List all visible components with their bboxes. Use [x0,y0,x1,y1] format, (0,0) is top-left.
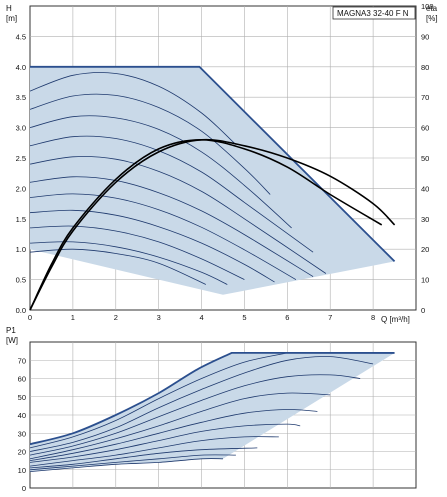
efficiency-curves [29,138,396,311]
x-tick-label: 3 [157,313,161,322]
product-label-box [332,6,416,20]
y2-tick-label: 50 [421,154,429,163]
y2-tick-label: 30 [421,215,429,224]
power-curve-11 [29,458,224,472]
y-tick-label: 60 [18,375,26,384]
y-tick-label: 4.0 [16,63,26,72]
y2-tick-label: 20 [421,245,429,254]
y2-tick-label: 0 [421,306,425,315]
power-curve-2 [29,352,288,449]
power-curve-9 [29,447,258,469]
head-curve-1 [29,72,237,145]
x-tick-label: 6 [285,313,289,322]
y-tick-label: 0.0 [16,306,26,315]
y-tick-label: 2.5 [16,154,26,163]
head-axis-bracket: [m] [6,14,17,23]
power-curve-6 [29,409,318,461]
y-tick-label: 70 [18,356,26,365]
product-label: MAGNA3 32-40 F N [337,9,409,18]
y-tick-label: 1.0 [16,245,26,254]
y2-tick-label: 100 [421,2,434,11]
head-curve-7 [29,193,297,280]
x-tick-label: 4 [199,313,203,322]
y-tick-label: 0.5 [16,276,26,285]
power-curves [29,352,374,472]
y-tick-label: 3.0 [16,124,26,133]
upper-x-ticks: 0 1 2 3 4 5 6 7 8 [28,313,375,322]
y-tick-label: 50 [18,393,26,402]
power-envelope-edge [29,351,395,446]
x-tick-label: 8 [371,313,375,322]
power-curve-4 [29,374,361,456]
eta-axis-label: eta [426,4,438,13]
power-axis-label: P1 [6,326,16,335]
y-tick-label: 10 [18,466,26,475]
power-axis-unit: [W] [6,336,18,345]
upper-y2-ticks: 0 10 20 30 40 50 60 70 80 90 100 [421,2,434,315]
y-tick-label: 1.5 [16,215,26,224]
y-tick-label: 20 [18,448,26,457]
y2-tick-label: 90 [421,32,429,41]
power-curve-10 [29,454,236,471]
y-tick-label: 0 [22,484,26,493]
x-axis-label: Q [m³/h] [381,315,410,324]
head-curve-10 [29,241,228,285]
lower-panel: 0 10 20 30 40 50 60 70 P1 [W] [6,326,417,493]
power-curve-5 [29,392,331,460]
y2-tick-label: 80 [421,63,429,72]
head-curve-2 [29,93,271,195]
power-curve-3 [29,356,374,452]
head-curves [29,72,327,285]
y-tick-label: 30 [18,429,26,438]
y-tick-label: 4.5 [16,32,26,41]
head-curve-9 [29,225,245,280]
y-tick-label: 2.0 [16,184,26,193]
head-curve-4 [29,135,314,253]
operating-envelope [30,66,395,295]
y2-tick-label: 60 [421,124,429,133]
x-tick-label: 5 [242,313,246,322]
power-envelope [30,352,395,472]
head-curve-3 [29,115,292,229]
eta-curve-2 [29,138,383,311]
x-tick-label: 2 [114,313,118,322]
upper-panel: 0 1 2 3 4 5 6 7 8 0.0 0.5 1.0 1.5 2.0 2.5 3.0 3.5 4.0 4.5… [6,2,438,324]
x-tick-label: 0 [28,313,32,322]
y2-tick-label: 40 [421,184,429,193]
upper-y-ticks: 0.0 0.5 1.0 1.5 2.0 2.5 3.0 3.5 4.0 4.5 [16,32,26,315]
eta-axis-unit: [%] [426,14,438,23]
head-axis-unit: H [6,4,12,13]
x-tick-label: 1 [71,313,75,322]
lower-y-ticks: 0 10 20 30 40 50 60 70 [18,356,26,493]
power-curve-8 [29,436,279,467]
head-curve-6 [29,176,314,277]
envelope-edge [30,65,396,262]
y2-tick-label: 70 [421,93,429,102]
y-tick-label: 3.5 [16,93,26,102]
x-tick-label: 7 [328,313,332,322]
head-curve-8 [29,209,275,283]
head-curve-5 [29,156,327,274]
y-tick-label: 40 [18,411,26,420]
power-curve-7 [29,423,301,463]
y2-tick-label: 10 [421,276,429,285]
